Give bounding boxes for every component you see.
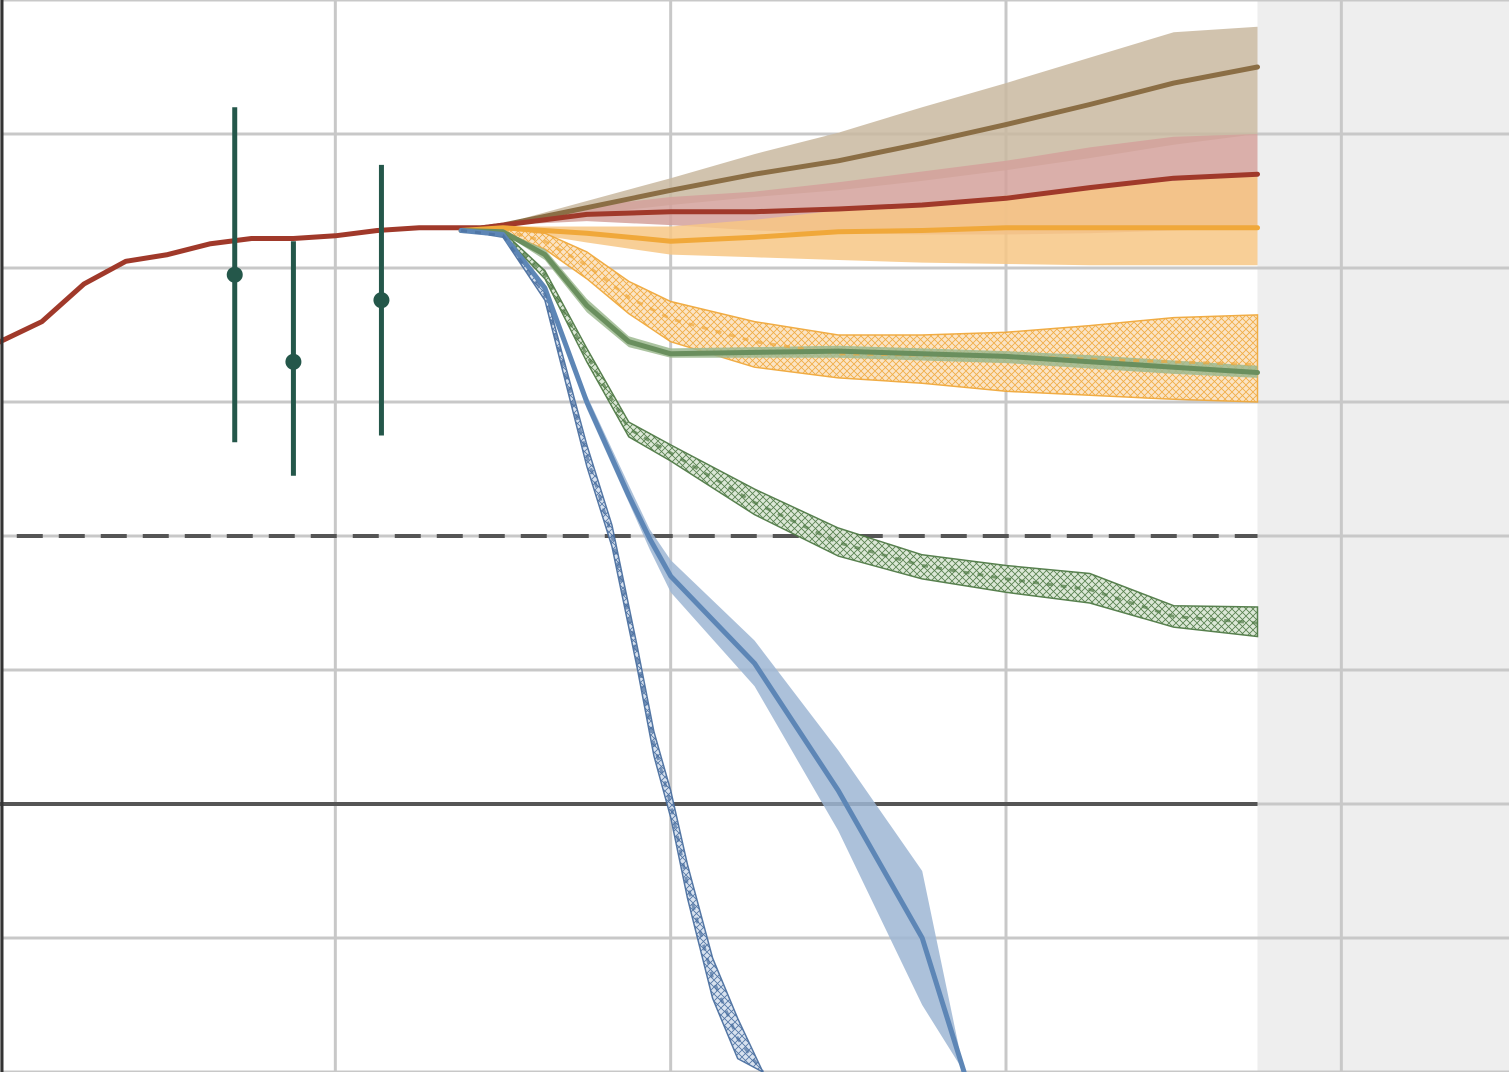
hatched-series-median-3 <box>461 229 1258 366</box>
observations <box>226 107 390 476</box>
observation-point-2 <box>373 292 390 309</box>
hatched-band-7 <box>460 229 764 1072</box>
observation-point-1 <box>285 353 302 370</box>
hatched-series-median-5 <box>461 229 1258 625</box>
uncertainty-band-0 <box>461 26 1258 231</box>
observation-point-0 <box>226 266 243 283</box>
reference-lines <box>0 534 1258 806</box>
series-lines <box>0 64 1260 1072</box>
series-line-2 <box>458 225 1260 244</box>
historical-line <box>0 225 506 345</box>
series-line-6 <box>458 228 967 1072</box>
series-line-1 <box>458 171 1260 233</box>
series-line-4 <box>458 228 1260 375</box>
hatched-series-median-7 <box>460 229 765 1072</box>
series-line-0 <box>458 64 1260 233</box>
